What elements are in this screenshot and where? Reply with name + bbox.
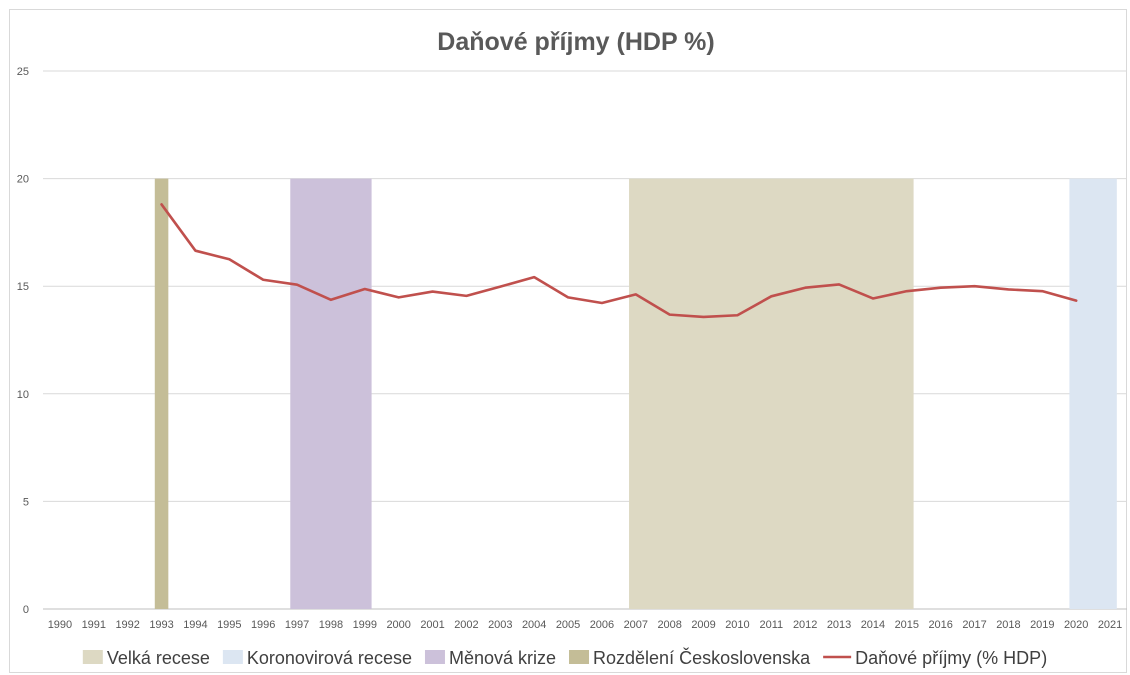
- x-tick-label: 2021: [1098, 619, 1122, 631]
- band-1: [1069, 178, 1117, 609]
- gridlines: [43, 70, 1127, 610]
- x-tick-label: 2018: [996, 619, 1020, 631]
- x-tick-label: 2005: [556, 619, 580, 631]
- x-tick-label: 1995: [217, 619, 241, 631]
- x-tick-label: 1996: [251, 619, 275, 631]
- x-tick-label: 1998: [319, 619, 343, 631]
- band-3: [154, 178, 169, 609]
- x-tick-label: 2002: [454, 619, 478, 631]
- x-tick-label: 2020: [1064, 619, 1088, 631]
- series-line-0: [160, 203, 1078, 319]
- x-tick-label: 2015: [895, 619, 919, 631]
- x-tick-label: 2011: [759, 619, 783, 631]
- x-tick-label: 1990: [48, 619, 72, 631]
- y-tick-label: 0: [23, 604, 29, 616]
- x-tick-label: 2001: [420, 619, 444, 631]
- x-tick-label: 2013: [827, 619, 851, 631]
- x-tick-label: 1993: [149, 619, 173, 631]
- x-tick-label: 1991: [82, 619, 106, 631]
- y-tick-label: 5: [23, 496, 29, 508]
- legend-label: Měnová krize: [449, 648, 556, 668]
- y-tick-label: 20: [17, 174, 29, 186]
- x-tick-label: 2004: [522, 619, 546, 631]
- x-tick-label: 1997: [285, 619, 309, 631]
- band-0: [629, 178, 914, 609]
- x-tick-label: 2014: [861, 619, 885, 631]
- legend-swatch: [82, 650, 103, 664]
- legend: Velká recese Koronovirová recese Měnová kr…: [82, 647, 1047, 668]
- y-tick-label: 10: [17, 389, 29, 401]
- y-tick-label: 15: [17, 281, 29, 293]
- chart-frame: [9, 9, 1127, 673]
- band-2: [290, 178, 372, 609]
- legend-label: Koronovirová recese: [247, 648, 412, 668]
- x-tick-label: 2012: [793, 619, 817, 631]
- legend-label: Velká recese: [107, 648, 210, 668]
- legend-label: Daňové příjmy (% HDP): [855, 648, 1047, 668]
- x-tick-label: 2007: [624, 619, 648, 631]
- y-axis-tick-labels: 0 5 10 15 20 25: [17, 66, 29, 616]
- x-tick-label: 2016: [928, 619, 952, 631]
- x-tick-label: 2019: [1030, 619, 1054, 631]
- legend-swatch: [222, 650, 243, 664]
- x-tick-label: 1992: [115, 619, 139, 631]
- x-tick-label: 2000: [386, 619, 410, 631]
- x-tick-label: 2006: [590, 619, 614, 631]
- x-tick-label: 2003: [488, 619, 512, 631]
- legend-label: Rozdělení Československa: [593, 647, 811, 668]
- x-tick-label: 1994: [183, 619, 207, 631]
- x-tick-label: 2009: [691, 619, 715, 631]
- x-tick-label: 2017: [962, 619, 986, 631]
- x-tick-label: 2008: [657, 619, 681, 631]
- x-tick-label: 2010: [725, 619, 749, 631]
- chart-title: Daňové příjmy (HDP %): [437, 28, 714, 56]
- shaded-bands: [154, 178, 1117, 609]
- y-tick-label: 25: [17, 66, 29, 78]
- legend-swatch: [569, 650, 590, 664]
- legend-swatch: [424, 650, 445, 664]
- x-axis-tick-labels: 1990 1991 1992 1993 1994 1995 1996 1997 1998 1999…: [48, 619, 1123, 631]
- series-lines: [160, 203, 1078, 319]
- x-tick-label: 1999: [353, 619, 377, 631]
